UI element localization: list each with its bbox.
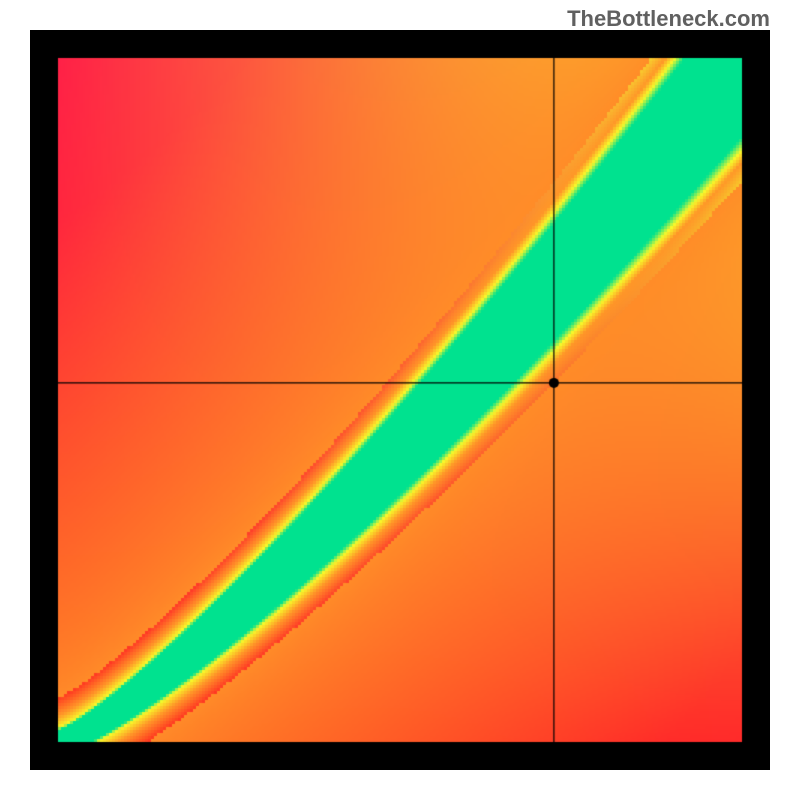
chart-container: { "watermark": "TheBottleneck.com", "cha… — [0, 0, 800, 800]
watermark-text: TheBottleneck.com — [567, 6, 770, 32]
bottleneck-heatmap — [30, 30, 770, 770]
